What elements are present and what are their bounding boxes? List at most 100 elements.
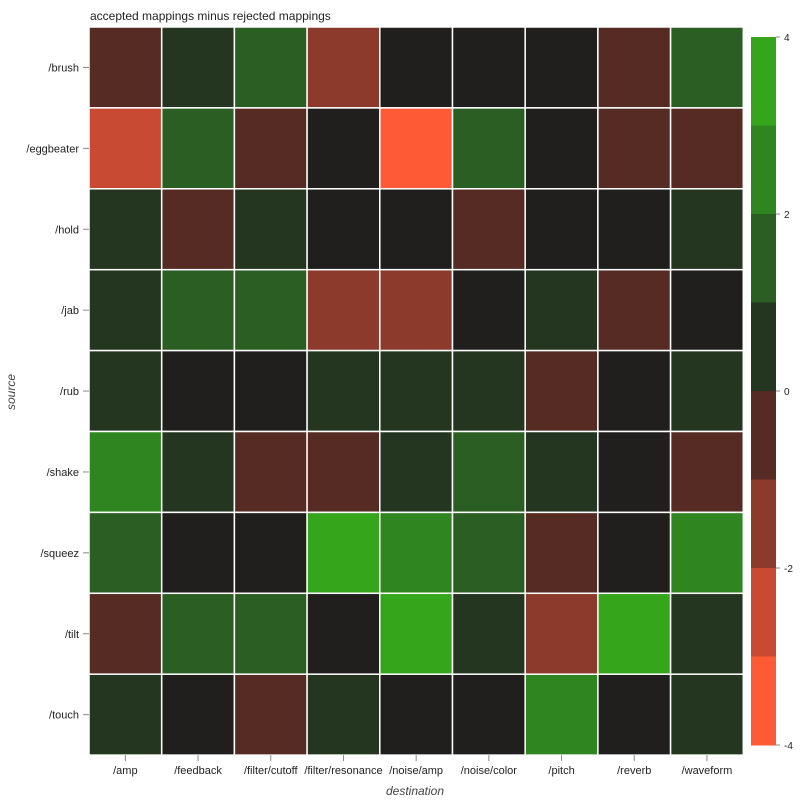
heatmap-cell [306, 511, 381, 595]
colorbar-band [751, 568, 776, 657]
heatmap-cell [451, 349, 526, 433]
y-tick-label: /rub [60, 386, 79, 398]
heatmap-cell [669, 673, 745, 756]
heatmap-cell [88, 268, 163, 352]
y-tick-label: /shake [47, 467, 79, 479]
heatmap-cell [597, 592, 672, 675]
y-tick-label: /touch [49, 710, 79, 722]
y-tick-label: /tilt [65, 629, 79, 641]
heatmap-cell [524, 592, 599, 675]
heatmap-cell [379, 511, 454, 595]
colorbar-tick-label: 0 [784, 387, 790, 398]
heatmap-cell [669, 26, 745, 109]
heatmap-cell [379, 268, 454, 352]
heatmap-cell [160, 268, 236, 352]
heatmap-cell [597, 268, 672, 352]
heatmap-cell [160, 430, 236, 514]
x-tick-label: /filter/cutoff [244, 765, 299, 777]
heatmap-cell [451, 107, 526, 190]
heatmap-cell [160, 592, 236, 675]
heatmap-cell [306, 673, 381, 756]
heatmap-cell [233, 107, 308, 190]
x-axis-title: destination [386, 784, 444, 798]
colorbar-band [751, 37, 776, 126]
heatmap-cell [451, 188, 526, 271]
colorbar-tick-labels: 4 2 0 -2 -4 [776, 33, 793, 752]
heatmap-cell [524, 107, 599, 190]
heatmap-cell [451, 26, 526, 109]
heatmap-cell [233, 349, 308, 433]
heatmap-cell [524, 673, 599, 756]
colorbar-tick-label: -2 [784, 564, 793, 575]
colorbar-tick-label: -4 [784, 741, 793, 752]
heatmap-cell [597, 430, 672, 514]
x-tick-label: /feedback [174, 765, 222, 777]
heatmap-cell [379, 592, 454, 675]
heatmap-cell [669, 188, 745, 271]
heatmap-cell [160, 511, 236, 595]
heatmap-cell [306, 268, 381, 352]
x-tick-label: /filter/resonance [304, 765, 382, 777]
heatmap-cell [669, 268, 745, 352]
heatmap-cell [597, 511, 672, 595]
colorbar-band [751, 656, 776, 746]
heatmap-cell [597, 107, 672, 190]
heatmap-cell [306, 107, 381, 190]
heatmap-cell [306, 188, 381, 271]
heatmap-cell [88, 592, 163, 675]
x-tick-label: /noise/amp [389, 765, 443, 777]
colorbar-band [751, 479, 776, 569]
heatmap-cell [524, 268, 599, 352]
heatmap-cell [524, 430, 599, 514]
heatmap-cell [233, 430, 308, 514]
colorbar-band [751, 391, 776, 480]
heatmap-cell [524, 26, 599, 109]
heatmap-cell [160, 673, 236, 756]
heatmap-cell [524, 188, 599, 271]
heatmap-cell [88, 107, 163, 190]
x-tick-labels: /amp/feedback/filter/cutoff/filter/reson… [113, 755, 732, 777]
heatmap-cell [597, 188, 672, 271]
heatmap-cells [88, 26, 745, 756]
heatmap-cell [379, 673, 454, 756]
heatmap-cell [451, 430, 526, 514]
y-axis-title: source [4, 374, 18, 410]
heatmap-cell [160, 26, 236, 109]
y-tick-label: /squeez [40, 548, 79, 560]
heatmap-cell [306, 349, 381, 433]
heatmap-cell [233, 188, 308, 271]
heatmap-cell [233, 673, 308, 756]
heatmap-cell [233, 511, 308, 595]
y-tick-label: /hold [55, 224, 79, 236]
heatmap-cell [88, 511, 163, 595]
heatmap-cell [306, 430, 381, 514]
heatmap-cell [233, 592, 308, 675]
heatmap-cell [160, 107, 236, 190]
heatmap-cell [524, 349, 599, 433]
heatmap-cell [669, 511, 745, 595]
heatmap-cell [597, 673, 672, 756]
colorbar-band [751, 302, 776, 392]
heatmap-cell [88, 26, 163, 109]
colorbar-tick-label: 2 [784, 210, 790, 221]
heatmap-cell [379, 188, 454, 271]
x-tick-label: /amp [113, 765, 137, 777]
heatmap-cell [233, 26, 308, 109]
heatmap-cell [597, 26, 672, 109]
heatmap-cell [306, 592, 381, 675]
heatmap-cell [669, 430, 745, 514]
heatmap-cell [379, 26, 454, 109]
colorbar [751, 37, 776, 746]
heatmap-cell [88, 673, 163, 756]
heatmap-cell [451, 268, 526, 352]
y-tick-label: /brush [48, 62, 79, 74]
colorbar-band [751, 125, 776, 215]
heatmap-cell [88, 430, 163, 514]
heatmap-cell [160, 349, 236, 433]
heatmap-cell [524, 511, 599, 595]
heatmap-cell [88, 188, 163, 271]
heatmap-cell [451, 592, 526, 675]
heatmap-cell [669, 349, 745, 433]
y-tick-label: /jab [61, 305, 79, 317]
